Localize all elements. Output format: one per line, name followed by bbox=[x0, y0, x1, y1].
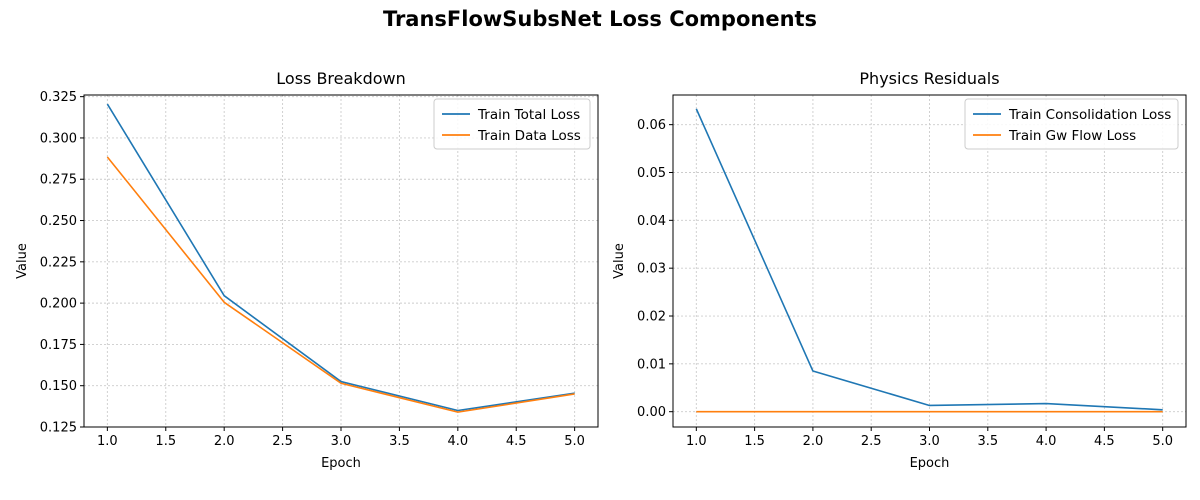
legend-label: Train Gw Flow Loss bbox=[1008, 128, 1136, 144]
legend-label: Train Total Loss bbox=[477, 107, 580, 123]
panel-title: Physics Residuals bbox=[859, 69, 999, 88]
y-tick-label: 0.04 bbox=[637, 214, 666, 229]
x-tick-label: 5.0 bbox=[1152, 434, 1173, 449]
y-tick-label: 0.03 bbox=[637, 262, 666, 277]
y-tick-label: 0.275 bbox=[40, 173, 77, 188]
series-line-1 bbox=[695, 108, 1163, 411]
x-tick-label: 1.0 bbox=[686, 434, 707, 449]
x-tick-label: 3.0 bbox=[919, 434, 940, 449]
x-tick-label: 4.5 bbox=[506, 434, 527, 449]
y-tick-label: 0.250 bbox=[40, 214, 77, 229]
x-tick-label: 1.5 bbox=[155, 434, 176, 449]
legend: Train Total Loss Train Data Loss bbox=[433, 98, 591, 150]
y-tick-label: 0.150 bbox=[40, 379, 77, 394]
y-tick-label: 0.05 bbox=[637, 166, 666, 181]
legend-label: Train Consolidation Loss bbox=[1008, 107, 1171, 123]
x-tick-label: 1.5 bbox=[744, 434, 765, 449]
x-tick-label: 2.0 bbox=[803, 434, 824, 449]
panel-title: Loss Breakdown bbox=[276, 69, 405, 88]
y-tick-label: 0.300 bbox=[40, 131, 77, 146]
x-axis-label: Epoch bbox=[910, 456, 950, 471]
y-tick-label: 0.200 bbox=[40, 297, 77, 312]
y-axis-label: Value bbox=[612, 243, 627, 279]
y-tick-label: 0.00 bbox=[637, 405, 666, 420]
chart-panels: 1.0 1.5 2.0 2.5 3.0 3.5 4.0 4.5 5.0 0.125 0.150 0.1… bbox=[15, 69, 1187, 471]
x-tick-label: 2.0 bbox=[214, 434, 235, 449]
series-line-1 bbox=[106, 103, 575, 412]
legend-label: Train Data Loss bbox=[477, 128, 581, 144]
x-axis-label: Epoch bbox=[321, 456, 361, 471]
legend-box bbox=[964, 98, 1179, 150]
figure-title: TransFlowSubsNet Loss Components bbox=[383, 7, 817, 31]
y-axis-label: Value bbox=[15, 243, 30, 279]
plot-frame bbox=[83, 94, 599, 428]
y-tick-label: 0.175 bbox=[40, 338, 77, 353]
y-tick-label: 0.01 bbox=[637, 357, 666, 372]
y-tick-label: 0.02 bbox=[637, 310, 666, 325]
chart-panel-1: 1.0 1.5 2.0 2.5 3.0 3.5 4.0 4.5 5.0 0.125 0.150 0.1… bbox=[15, 69, 599, 471]
x-tick-label: 1.0 bbox=[97, 434, 118, 449]
chart-panel-2: 1.0 1.5 2.0 2.5 3.0 3.5 4.0 4.5 5.0 0.00 0.01 0.02 0… bbox=[612, 69, 1187, 471]
y-tick-label: 0.06 bbox=[637, 118, 666, 133]
y-tick-label: 0.325 bbox=[40, 90, 77, 105]
x-tick-label: 4.5 bbox=[1094, 434, 1115, 449]
y-tick-label: 0.225 bbox=[40, 255, 77, 270]
x-tick-label: 2.5 bbox=[861, 434, 882, 449]
legend: Train Consolidation Loss Train Gw Flow Lo… bbox=[964, 98, 1179, 150]
x-tick-label: 3.0 bbox=[331, 434, 352, 449]
x-tick-label: 3.5 bbox=[977, 434, 998, 449]
series-line-2 bbox=[106, 156, 575, 413]
legend-box bbox=[433, 98, 591, 150]
x-tick-label: 3.5 bbox=[389, 434, 410, 449]
x-tick-label: 5.0 bbox=[564, 434, 585, 449]
y-tick-label: 0.125 bbox=[40, 421, 77, 436]
x-tick-label: 2.5 bbox=[272, 434, 293, 449]
plot-frame bbox=[672, 94, 1187, 428]
x-tick-label: 4.0 bbox=[1036, 434, 1057, 449]
x-tick-label: 4.0 bbox=[447, 434, 468, 449]
